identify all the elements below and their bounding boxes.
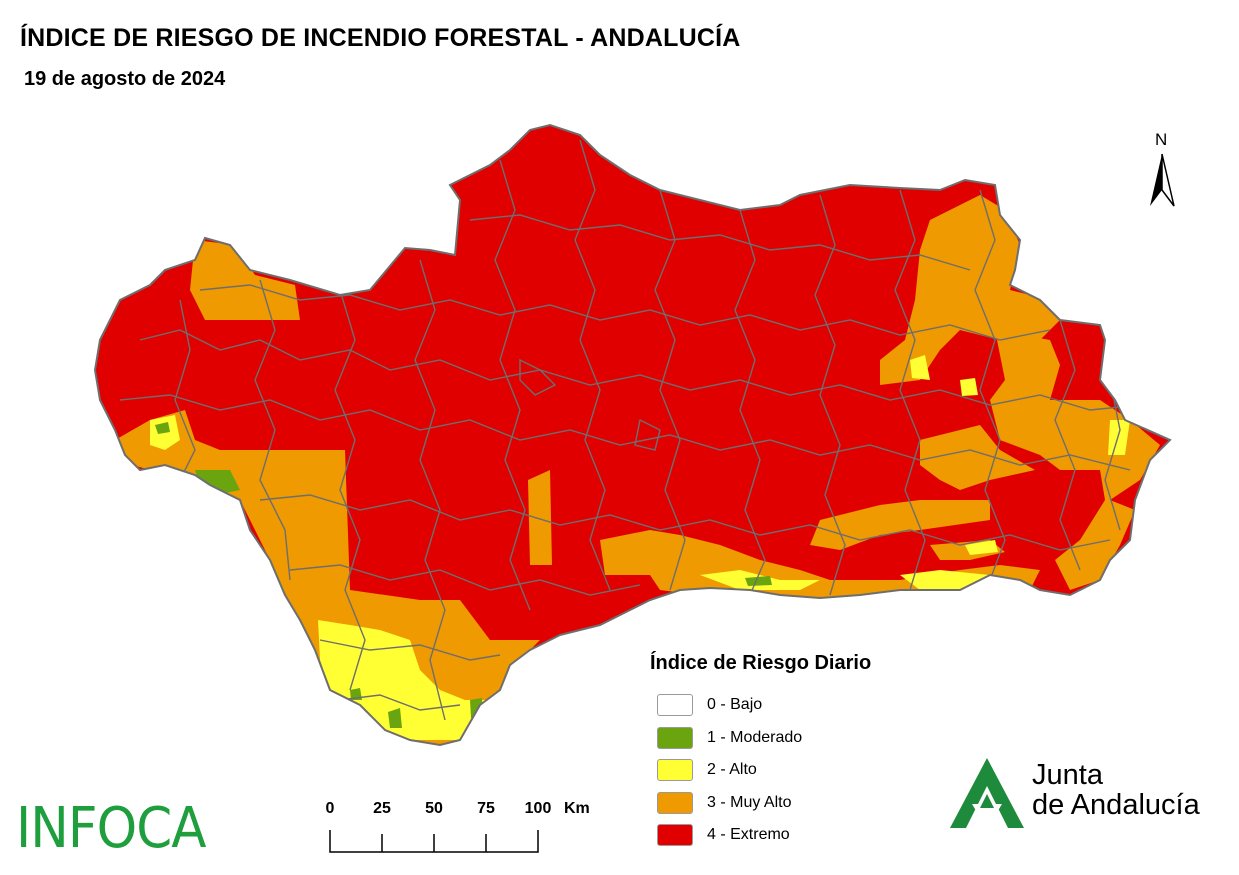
north-label: N xyxy=(1155,130,1168,149)
scale-tick-label: 50 xyxy=(425,800,443,817)
legend-title: Índice de Riesgo Diario xyxy=(650,652,872,674)
legend-swatch xyxy=(657,694,693,717)
map-date: 19 de agosto de 2024 xyxy=(24,68,226,90)
legend-label: 0 - Bajo xyxy=(707,696,763,714)
map-title: ÍNDICE DE RIESGO DE INCENDIO FORESTAL - … xyxy=(20,24,741,52)
scale-tick-label: 0 xyxy=(325,800,335,817)
scale-bar-line xyxy=(329,830,539,853)
legend-swatch xyxy=(657,824,693,847)
legend-label: 1 - Moderado xyxy=(707,728,803,746)
junta-line2: de Andalucía xyxy=(1032,789,1200,821)
junta-de-andalucia-logo-text: Junta de Andalucía xyxy=(1032,760,1200,820)
scale-tick-label: 75 xyxy=(477,800,495,817)
legend-item-moderado: 1 - Moderado xyxy=(650,722,871,755)
legend-swatch xyxy=(657,759,693,782)
legend-label: 3 - Muy Alto xyxy=(707,793,792,811)
legend-label: 4 - Extremo xyxy=(707,826,790,844)
junta-de-andalucia-logo-icon xyxy=(950,758,1024,828)
scale-bar: 0 25 50 75 100 Km xyxy=(320,800,620,860)
junta-line1: Junta xyxy=(1032,759,1103,791)
legend-swatch xyxy=(657,791,693,814)
scale-tick-label: 100 xyxy=(524,800,552,817)
legend-label: 2 - Alto xyxy=(707,761,757,779)
risk-zones xyxy=(95,125,1170,745)
legend-item-bajo: 0 - Bajo xyxy=(650,689,871,722)
legend: Índice de Riesgo Diario 0 - Bajo 1 - Mod… xyxy=(650,652,871,852)
legend-item-muy-alto: 3 - Muy Alto xyxy=(650,787,871,820)
infoca-logo: INFOCA xyxy=(16,796,207,861)
north-arrow-icon xyxy=(1150,153,1175,207)
legend-item-extremo: 4 - Extremo xyxy=(650,819,871,852)
legend-item-alto: 2 - Alto xyxy=(650,754,871,787)
legend-swatch xyxy=(657,726,693,749)
scale-unit: Km xyxy=(564,800,590,817)
scale-tick-label: 25 xyxy=(373,800,391,817)
